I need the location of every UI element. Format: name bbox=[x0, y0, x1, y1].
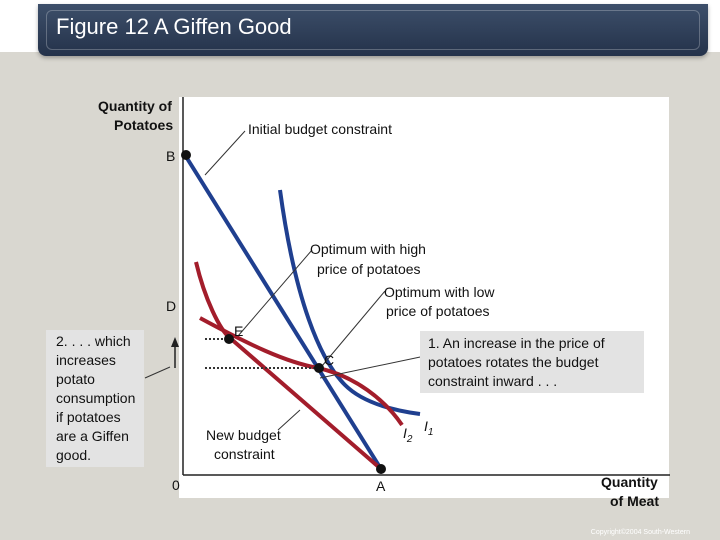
leader-left-callout bbox=[144, 366, 171, 379]
right-callout-line-2: potatoes rotates the budget bbox=[428, 354, 599, 370]
y-axis-label-line1: Quantity of bbox=[98, 98, 172, 114]
left-callout-line-6: are a Giffen bbox=[56, 428, 129, 444]
leader-new-budget bbox=[277, 409, 301, 431]
left-callout-line-5: if potatoes bbox=[56, 409, 121, 425]
opt-low-label-line1: Optimum with low bbox=[384, 284, 495, 300]
opt-low-label-line2: price of potatoes bbox=[386, 303, 490, 319]
title-bar-frame bbox=[46, 10, 700, 50]
point-a-marker bbox=[376, 464, 386, 474]
point-c-label: C bbox=[324, 352, 335, 368]
left-callout-line-1: 2. . . . which bbox=[56, 333, 131, 349]
point-d-label: D bbox=[166, 298, 177, 314]
leader-opt-high bbox=[237, 249, 313, 337]
curve-i2-base: I bbox=[403, 425, 407, 441]
title-bar: Figure 12 A Giffen Good bbox=[38, 4, 708, 56]
right-callout-line-3: constraint inward . . . bbox=[428, 373, 558, 389]
opt-high-label-line2: price of potatoes bbox=[317, 261, 421, 277]
initial-budget-line bbox=[183, 153, 383, 471]
x-axis-label-line2: of Meat bbox=[610, 493, 659, 509]
left-callout-line-4: consumption bbox=[56, 390, 136, 406]
point-b-marker bbox=[181, 150, 191, 160]
curve-i1-subscript: 1 bbox=[427, 426, 434, 438]
left-callout-line-2: increases bbox=[56, 352, 116, 368]
new-budget-label-line1: New budget bbox=[206, 427, 281, 443]
point-a-label: A bbox=[376, 478, 386, 494]
curve-i1-base: I bbox=[424, 418, 428, 434]
point-e-marker bbox=[224, 334, 234, 344]
right-callout: 1. An increase in the price of potatoes … bbox=[420, 331, 644, 393]
slide-title: Figure 12 A Giffen Good bbox=[56, 14, 292, 39]
point-b-label: B bbox=[166, 148, 176, 164]
new-budget-label-line2: constraint bbox=[214, 446, 275, 462]
curve-i2-label: I2 bbox=[403, 424, 412, 449]
point-e-label: E bbox=[234, 323, 244, 339]
leader-initial-budget bbox=[204, 130, 246, 176]
left-callout: 2. . . . which increases potato consumpt… bbox=[46, 330, 144, 467]
opt-high-label-line1: Optimum with high bbox=[310, 241, 426, 257]
arrow-head bbox=[171, 337, 179, 347]
point-c-marker bbox=[314, 363, 324, 373]
x-axis-label-line1: Quantity bbox=[601, 474, 658, 490]
leader-right-callout bbox=[319, 355, 426, 379]
origin-label: 0 bbox=[172, 477, 180, 493]
left-callout-line-7: good. bbox=[56, 447, 92, 463]
leader-opt-low bbox=[321, 290, 386, 367]
diagram-panel bbox=[179, 97, 669, 498]
y-axis-label-line2: Potatoes bbox=[114, 117, 174, 133]
initial-budget-label: Initial budget constraint bbox=[248, 121, 392, 137]
copyright-notice: Copyright©2004 South-Western bbox=[590, 529, 690, 536]
curve-i2-subscript: 2 bbox=[406, 433, 413, 445]
right-callout-line-1: 1. An increase in the price of bbox=[428, 335, 605, 351]
left-callout-line-3: potato bbox=[56, 371, 95, 387]
curve-i1-label: I1 bbox=[424, 417, 433, 442]
